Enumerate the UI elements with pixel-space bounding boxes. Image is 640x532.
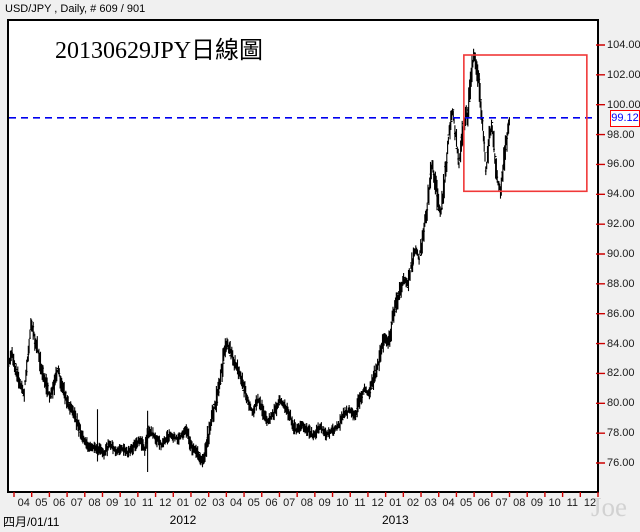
price-axis-label: 78.00 xyxy=(607,427,635,440)
month-axis-label: 01 xyxy=(389,497,402,509)
month-axis-label: 10 xyxy=(548,497,561,509)
price-axis-label: 82.00 xyxy=(607,367,635,380)
last-price-tag: 99.12 xyxy=(610,109,640,127)
month-axis-label: 12 xyxy=(159,497,172,509)
month-axis-label: 06 xyxy=(477,497,490,509)
price-axis-label: 90.00 xyxy=(607,248,635,260)
chart-plot-area[interactable] xyxy=(8,20,598,492)
watermark-signature: Joe xyxy=(591,492,627,522)
month-axis-label: 05 xyxy=(247,497,260,509)
month-axis-label: 03 xyxy=(424,497,437,509)
month-axis-label: 04 xyxy=(17,497,30,509)
price-bars xyxy=(7,48,510,472)
month-axis-label: 09 xyxy=(530,497,544,509)
month-axis-label: 05 xyxy=(460,497,473,509)
price-axis-label: 98.00 xyxy=(607,128,635,141)
month-axis-label: 02 xyxy=(194,497,207,509)
month-axis-label: 07 xyxy=(495,497,508,509)
month-axis-label: 08 xyxy=(513,497,526,509)
month-axis-label: 06 xyxy=(265,497,278,509)
month-axis-label: 05 xyxy=(35,497,48,509)
month-axis-label: 02 xyxy=(406,497,420,509)
price-axis-label: 84.00 xyxy=(607,337,635,350)
month-axis-label: 04 xyxy=(442,497,455,509)
plot-border xyxy=(7,19,599,493)
price-axis-label: 86.00 xyxy=(607,307,635,320)
price-axis-label: 102.00 xyxy=(607,68,640,81)
month-axis-label: 03 xyxy=(212,497,225,509)
month-axis-label: 07 xyxy=(70,497,83,509)
price-axis-label: 80.00 xyxy=(607,397,635,410)
axis-ticks xyxy=(13,44,605,497)
month-axis-label: 11 xyxy=(354,497,366,509)
month-axis-label: 12 xyxy=(583,497,597,509)
month-axis-label: 01 xyxy=(176,497,190,509)
month-axis-label: 10 xyxy=(336,497,349,509)
price-axis-label: 92.00 xyxy=(607,218,635,231)
price-axis-label: 94.00 xyxy=(607,188,635,201)
month-axis-label: 07 xyxy=(283,497,296,509)
price-axis-label: 88.00 xyxy=(607,277,635,290)
month-axis-label: 04 xyxy=(229,497,243,509)
month-axis-label: 08 xyxy=(300,497,313,509)
highlight-rectangle xyxy=(463,54,588,193)
month-axis-label: 09 xyxy=(106,497,119,509)
chart-title: 20130629JPY日線圖 xyxy=(55,38,264,64)
month-axis-label: 09 xyxy=(318,497,331,509)
month-axis-label: 06 xyxy=(53,497,66,509)
price-axis-label: 76.00 xyxy=(607,457,635,469)
month-axis-label: 08 xyxy=(88,497,101,509)
price-axis-label: 96.00 xyxy=(607,158,635,171)
month-axis-label: 11 xyxy=(141,497,154,509)
window-title: USD/JPY , Daily, # 609 / 901 xyxy=(5,3,146,15)
month-axis-label: 12 xyxy=(371,497,384,509)
year-axis-label: 2012 xyxy=(169,513,197,527)
year-axis-label: 2013 xyxy=(382,513,409,527)
price-axis-label: 100.00 xyxy=(607,98,640,111)
price-axis-label: 104.00 xyxy=(607,39,640,51)
axis-start-date-label: 四月/01/11 xyxy=(3,515,60,529)
month-axis-label: 10 xyxy=(123,497,137,509)
month-axis-label: 11 xyxy=(566,497,579,509)
